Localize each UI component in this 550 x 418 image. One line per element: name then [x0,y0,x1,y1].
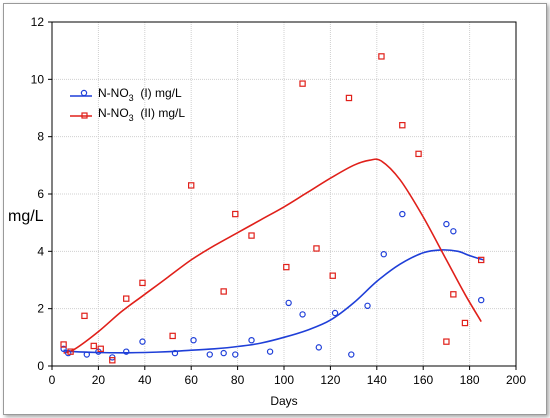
data-point-series-1 [285,299,292,307]
data-point-series-1 [190,337,197,344]
axis-ticks: 0 20 40 60 80 100 120 140 160 180 200 0 2 4 6 8 10 12 [31,15,527,387]
data-point-series-2 [329,272,336,279]
legend: N-NO3 (I) mg/L N-NO3 (II) mg/L [70,86,185,123]
y-tick-label: 0 [37,359,44,373]
x-tick-label: 160 [413,373,433,387]
data-point-series-2 [220,288,227,295]
data-point-series-2 [188,182,195,189]
data-point-series-2 [313,245,320,252]
data-point-series-2 [443,338,450,345]
data-point-series-1 [248,337,255,344]
data-point-series-2 [461,319,469,327]
data-point-series-2 [109,357,116,364]
legend-label-series-2: N-NO3 (II) mg/L [98,106,185,123]
x-tick-label: 100 [274,373,294,387]
data-point-series-1 [220,349,227,357]
y-tick-label: 8 [37,130,44,144]
data-point-series-2 [415,150,422,158]
data-point-series-1 [380,250,387,258]
data-point-series-1 [266,348,274,355]
data-point-series-2 [139,279,146,287]
fit-curve-series-2 [63,158,482,354]
data-point-series-1 [315,344,322,351]
data-point-series-2 [478,256,485,264]
y-tick-label: 4 [37,244,44,258]
data-point-series-2 [378,53,385,60]
data-point-series-2 [90,342,97,350]
y-tick-label: 2 [37,302,44,316]
data-point-series-1 [450,228,457,235]
data-point-series-1 [206,351,213,358]
data-point-series-2 [248,232,255,239]
chart-frame [3,3,547,415]
x-tick-label: 40 [138,373,152,387]
y-tick-label: 6 [37,187,44,201]
data-point-series-1 [348,351,355,358]
data-point-series-2 [67,348,74,355]
data-point-series-2 [299,80,306,87]
y-axis-label: mg/L [8,208,44,225]
data-point-series-2 [450,291,457,298]
x-axis-label: Days [270,394,297,408]
legend-item-series-2: N-NO3 (II) mg/L [70,106,185,123]
data-point-series-1 [443,220,450,228]
data-point-series-2 [283,263,290,271]
grid-lines [52,22,516,366]
legend-item-series-1: N-NO3 (I) mg/L [70,86,182,103]
data-point-series-1 [331,309,339,317]
data-point-series-2 [60,341,67,348]
data-point-series-1 [299,311,306,318]
data-point-series-1 [60,345,67,352]
x-tick-label: 200 [506,373,526,387]
data-point-series-1 [399,210,406,218]
data-point-series-1 [171,349,179,357]
data-point-series-2 [232,210,239,218]
x-tick-label: 0 [49,373,56,387]
y-tick-label: 10 [31,72,45,86]
x-tick-label: 180 [460,373,480,387]
data-point-series-1 [83,351,91,358]
legend-marker-series-1 [80,89,88,97]
data-point-series-1 [123,348,130,355]
x-tick-label: 20 [92,373,106,387]
data-point-series-1 [232,351,239,358]
x-tick-label: 60 [185,373,199,387]
data-markers [60,53,485,364]
x-tick-label: 140 [367,373,387,387]
data-point-series-2 [399,121,406,129]
legend-marker-series-2 [81,112,88,119]
fit-curves [63,158,484,354]
data-point-series-1 [364,302,371,309]
x-tick-label: 80 [231,373,245,387]
legend-label-series-1: N-NO3 (I) mg/L [98,86,182,103]
data-point-series-2 [123,295,130,302]
data-point-series-1 [139,338,146,345]
data-point-series-2 [81,312,88,320]
data-point-series-2 [97,345,104,353]
x-tick-label: 120 [320,373,340,387]
data-point-series-2 [169,332,176,340]
data-point-series-2 [345,94,353,102]
y-tick-label: 12 [31,15,45,29]
data-point-series-1 [478,296,485,304]
